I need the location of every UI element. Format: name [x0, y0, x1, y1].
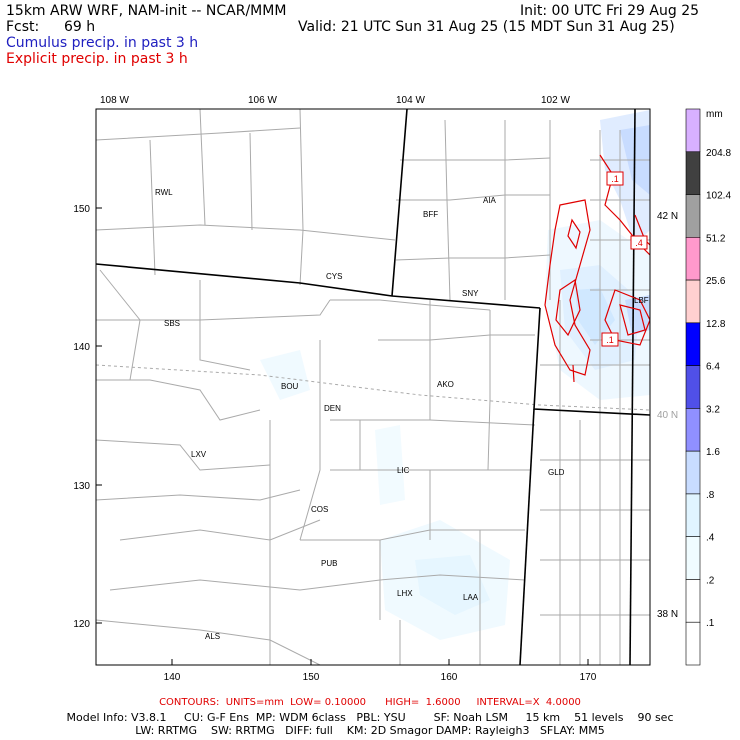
- wyoming-nebraska-border: [391, 109, 408, 297]
- map-title: 15km ARW WRF, NAM-init -- NCAR/MMM: [6, 3, 287, 19]
- contour-label-1: .1: [611, 174, 619, 184]
- colorbar-unit: mm: [706, 109, 723, 120]
- colorbar-level-label: .4: [706, 533, 715, 544]
- colorbar-swatch: [685, 408, 701, 452]
- colorbar-level-label: 1.6: [706, 447, 720, 458]
- left-y-130: 130: [73, 481, 90, 492]
- init-time: Init: 00 UTC Fri 29 Aug 25: [520, 3, 700, 19]
- colorbar-swatch: [685, 279, 701, 324]
- colorbar-swatch: [685, 151, 701, 195]
- city-gld: GLD: [548, 468, 565, 477]
- model-info: Model Info: V3.8.1 CU: G-F Ens MP: WDM 6…: [66, 711, 674, 724]
- colorbar-level-label: .2: [706, 575, 715, 586]
- city-bff: BFF: [423, 210, 438, 219]
- colorbar-level-label: 51.2: [706, 233, 726, 244]
- city-lic: LIC: [397, 466, 410, 475]
- bottom-x-150: 150: [303, 672, 320, 683]
- colorbar-swatch: [685, 194, 701, 238]
- color-bar: 204.8 102.4 51.2 25.6 12.8 6.4 3.2 1.6 .8 .4 .2 .1: [685, 108, 731, 666]
- wyoming-colorado-border: [96, 263, 541, 309]
- city-lbf: LBF: [634, 296, 649, 305]
- latitude-dashed-line: [96, 364, 650, 411]
- top-lon-104w: 104 W: [396, 95, 425, 106]
- bottom-x-140: 140: [164, 672, 181, 683]
- colorbar-level-label: 3.2: [706, 404, 720, 415]
- left-y-120: 120: [73, 619, 90, 630]
- map-frame-background: [96, 109, 650, 665]
- colorbar-swatch: [685, 579, 701, 623]
- colorbar-level-label: .1: [706, 618, 715, 629]
- top-lon-108w: 108 W: [100, 95, 129, 106]
- city-rwl: RWL: [155, 188, 173, 197]
- city-aia: AIA: [483, 196, 497, 205]
- city-als: ALS: [205, 632, 220, 641]
- right-lat-42n: 42 N: [657, 211, 678, 222]
- colorbar-level-label: 25.6: [706, 276, 726, 287]
- bottom-x-170: 170: [580, 672, 597, 683]
- map-frame: [95, 108, 651, 666]
- cumulus-legend: Cumulus precip. in past 3 h: [6, 35, 199, 51]
- city-pub: PUB: [321, 559, 337, 568]
- colorbar-level-label: .8: [706, 490, 715, 501]
- top-lon-102w: 102 W: [541, 95, 570, 106]
- colorbar-level-label: 6.4: [706, 362, 720, 373]
- colorado-kansas-border: [519, 408, 535, 665]
- forecast-hour: 69 h: [64, 19, 96, 35]
- right-lat-38n: 38 N: [657, 609, 678, 620]
- axis-labels: 108 W 106 W 104 W 102 W 42 N 40 N 38 N 1…: [73, 95, 678, 683]
- city-ako: AKO: [437, 380, 454, 389]
- contours-info: CONTOURS: UNITS=mm LOW= 0.10000 HIGH= 1.…: [159, 697, 581, 708]
- city-cys: CYS: [326, 272, 342, 281]
- colorbar-swatch: [685, 536, 701, 580]
- left-y-140: 140: [73, 342, 90, 353]
- county-lines: [96, 109, 650, 665]
- colorbar-swatch: [685, 493, 701, 537]
- colorbar-swatch: [685, 322, 701, 366]
- top-lon-106w: 106 W: [248, 95, 277, 106]
- axis-ticks: [96, 207, 589, 665]
- city-bou: BOU: [281, 382, 299, 391]
- forecast-label: Fcst:: [6, 19, 40, 35]
- state-borders: [96, 109, 650, 665]
- contour-labels: .1 .4 .1: [601, 171, 648, 347]
- colorbar-level-label: 102.4: [706, 191, 731, 202]
- city-den: DEN: [324, 404, 341, 413]
- city-lhx: LHX: [397, 589, 413, 598]
- bottom-x-160: 160: [441, 672, 458, 683]
- explicit-legend: Explicit precip. in past 3 h: [6, 51, 188, 67]
- colorbar-level-label: 204.8: [706, 148, 731, 159]
- city-sbs: SBS: [164, 319, 180, 328]
- contour-label-2: .4: [635, 238, 643, 248]
- city-lxv: LXV: [191, 450, 207, 459]
- city-sny: SNY: [462, 289, 479, 298]
- colorbar-swatch: [685, 365, 701, 409]
- kansas-east-line: [629, 109, 636, 665]
- colorbar-swatch: [685, 108, 701, 153]
- right-lat-40n: 40 N: [657, 410, 678, 421]
- colorbar-swatch: [685, 450, 701, 495]
- model-info-2: LW: RRTMG SW: RRTMG DIFF: full KM: 2D Sm…: [135, 724, 605, 737]
- city-laa: LAA: [463, 593, 479, 602]
- left-y-150: 150: [73, 204, 90, 215]
- city-cos: COS: [311, 505, 328, 514]
- valid-time: Valid: 21 UTC Sun 31 Aug 25 (15 MDT Sun …: [298, 19, 675, 35]
- contour-label-3: .1: [606, 335, 614, 345]
- city-labels: RWL BFF AIA CYS SNY SBS LBF BOU AKO DEN …: [155, 188, 649, 641]
- colorbar-swatch: [685, 237, 701, 281]
- colorbar-swatch: [685, 621, 701, 666]
- colorbar-level-label: 12.8: [706, 319, 726, 330]
